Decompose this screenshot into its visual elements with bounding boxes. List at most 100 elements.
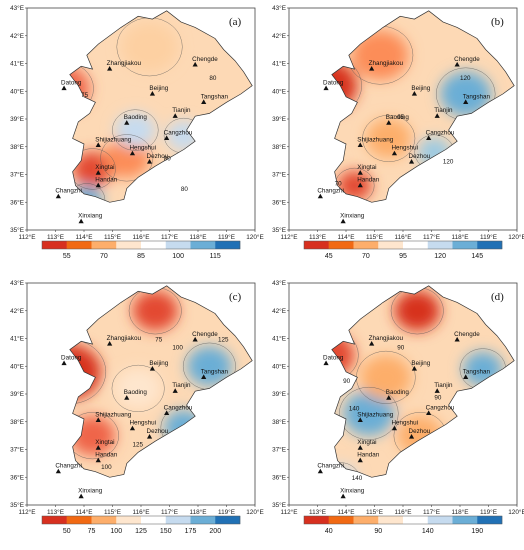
contour-label: 90: [343, 378, 351, 385]
map-panel: 75 100 125 125 100 112°E 113°E 114°E 115°E 116°E 1…: [0, 275, 264, 550]
colorbar-segment: [477, 241, 503, 249]
colorbar-segment: [353, 241, 379, 249]
x-tick-label: 119°E: [480, 508, 497, 516]
contour-line: [339, 386, 399, 440]
city-label: Handan: [95, 452, 118, 459]
colorbar-tick-label: 100: [110, 528, 122, 535]
city-label: Chengde: [192, 56, 218, 63]
x-tick-label: 112°E: [280, 508, 297, 516]
y-tick-label: 41°E: [10, 60, 24, 68]
colorbar-tick-label: 75: [88, 528, 96, 535]
x-tick-label: 117°E: [161, 508, 178, 516]
city-label: Tangshan: [201, 93, 229, 100]
colorbar-tick-label: 115: [210, 253, 221, 260]
region-border: [331, 10, 515, 203]
colorbar-segment: [141, 241, 166, 249]
colorbar-tick-label: 90: [374, 528, 382, 535]
city-label: Xingtai: [95, 164, 114, 171]
x-tick-label: 119°E: [218, 508, 235, 516]
city-label: Beijing: [149, 85, 168, 92]
colorbar-tick-label: 100: [172, 253, 184, 260]
city-marker: [55, 468, 61, 474]
y-tick-label: 38°E: [10, 143, 24, 151]
colorbar-tick-label: 50: [63, 528, 71, 535]
city-marker: [426, 410, 432, 416]
y-tick-label: 36°E: [272, 473, 286, 481]
x-tick-label: 114°E: [337, 508, 354, 516]
city-label: Tianjin: [434, 382, 453, 389]
city-label: Tianjin: [172, 107, 191, 114]
colorbar-tick-label: 40: [325, 528, 333, 535]
y-tick-label: 35°E: [10, 501, 24, 509]
city-label: Xinxiang: [340, 488, 365, 495]
contour-line: [112, 109, 159, 151]
city-marker: [357, 142, 363, 147]
colorbar-segment: [378, 241, 404, 249]
colorbar-tick-label: 45: [325, 253, 333, 260]
city-marker: [55, 193, 61, 199]
contour-label: 100: [172, 345, 183, 352]
city-label: Tianjin: [172, 382, 191, 389]
city-marker: [129, 150, 136, 156]
city-label: Dezhou: [147, 153, 169, 160]
colorbar-frame: [41, 240, 241, 250]
y-tick-label: 42°E: [272, 307, 286, 315]
x-tick-label: 116°E: [132, 233, 149, 241]
colorbar-tick-label: 55: [63, 253, 71, 260]
value-area: [72, 151, 113, 187]
colorbar-tick-label: 70: [362, 253, 370, 260]
colorbar-tick-label: 70: [100, 253, 108, 260]
city-label: Datong: [61, 354, 82, 361]
contour-label: 120: [443, 158, 454, 165]
city-marker: [323, 360, 329, 366]
value-area: [343, 390, 395, 436]
city-label: Hengshui: [391, 420, 418, 427]
colorbar-tick-label: 200: [209, 528, 221, 535]
value-area: [186, 346, 233, 387]
y-tick-label: 41°E: [10, 335, 24, 343]
city-marker: [357, 170, 363, 175]
x-tick-label: 118°E: [451, 508, 468, 516]
city-marker: [201, 374, 207, 379]
city-label: Handan: [357, 452, 380, 459]
x-tick-label: 120°E: [508, 233, 524, 241]
value-area: [440, 71, 492, 117]
colorbar-tick-label: 125: [135, 528, 147, 535]
city-label: Xingtai: [357, 439, 376, 446]
city-label: Changzhi: [317, 463, 344, 470]
city-marker: [408, 159, 415, 164]
contour-label: 80: [181, 186, 189, 193]
region-border: [69, 285, 253, 478]
x-tick-label: 112°E: [18, 508, 35, 516]
value-area: [132, 290, 179, 331]
colorbar-segment: [328, 516, 354, 524]
city-marker: [124, 395, 130, 400]
y-tick-label: 42°E: [10, 32, 24, 40]
colorbar-segment: [116, 241, 142, 249]
map-svg: 90 90 140 140 90 112°E 113°E 114°E 115°E 116°E 117…: [272, 279, 524, 535]
colorbar-tick-label: 120: [434, 253, 446, 260]
contour-label: 90: [434, 395, 442, 402]
contour-label: 125: [218, 336, 229, 343]
contour-label: 140: [352, 475, 363, 482]
city-label: Tangshan: [201, 368, 229, 375]
city-marker: [95, 182, 101, 188]
x-tick-label: 120°E: [508, 508, 524, 516]
colorbar-frame: [303, 240, 503, 250]
city-label: Changzhi: [317, 188, 344, 195]
city-marker: [95, 457, 101, 463]
city-label: Hengshui: [129, 420, 156, 427]
x-tick-label: 119°E: [480, 233, 497, 241]
colorbar-segment: [215, 516, 241, 524]
city-label: Baoding: [386, 389, 410, 396]
city-marker: [357, 182, 363, 188]
y-tick-label: 35°E: [272, 501, 286, 509]
x-tick-label: 114°E: [75, 508, 92, 516]
city-label: Xinxiang: [340, 213, 365, 220]
city-label: Zhangjiakou: [107, 335, 142, 342]
colorbar-segment: [304, 516, 329, 524]
colorbar-segment: [66, 516, 92, 524]
x-tick-label: 113°E: [309, 233, 326, 241]
colorbar-segment: [165, 241, 191, 249]
city-marker: [317, 468, 323, 474]
